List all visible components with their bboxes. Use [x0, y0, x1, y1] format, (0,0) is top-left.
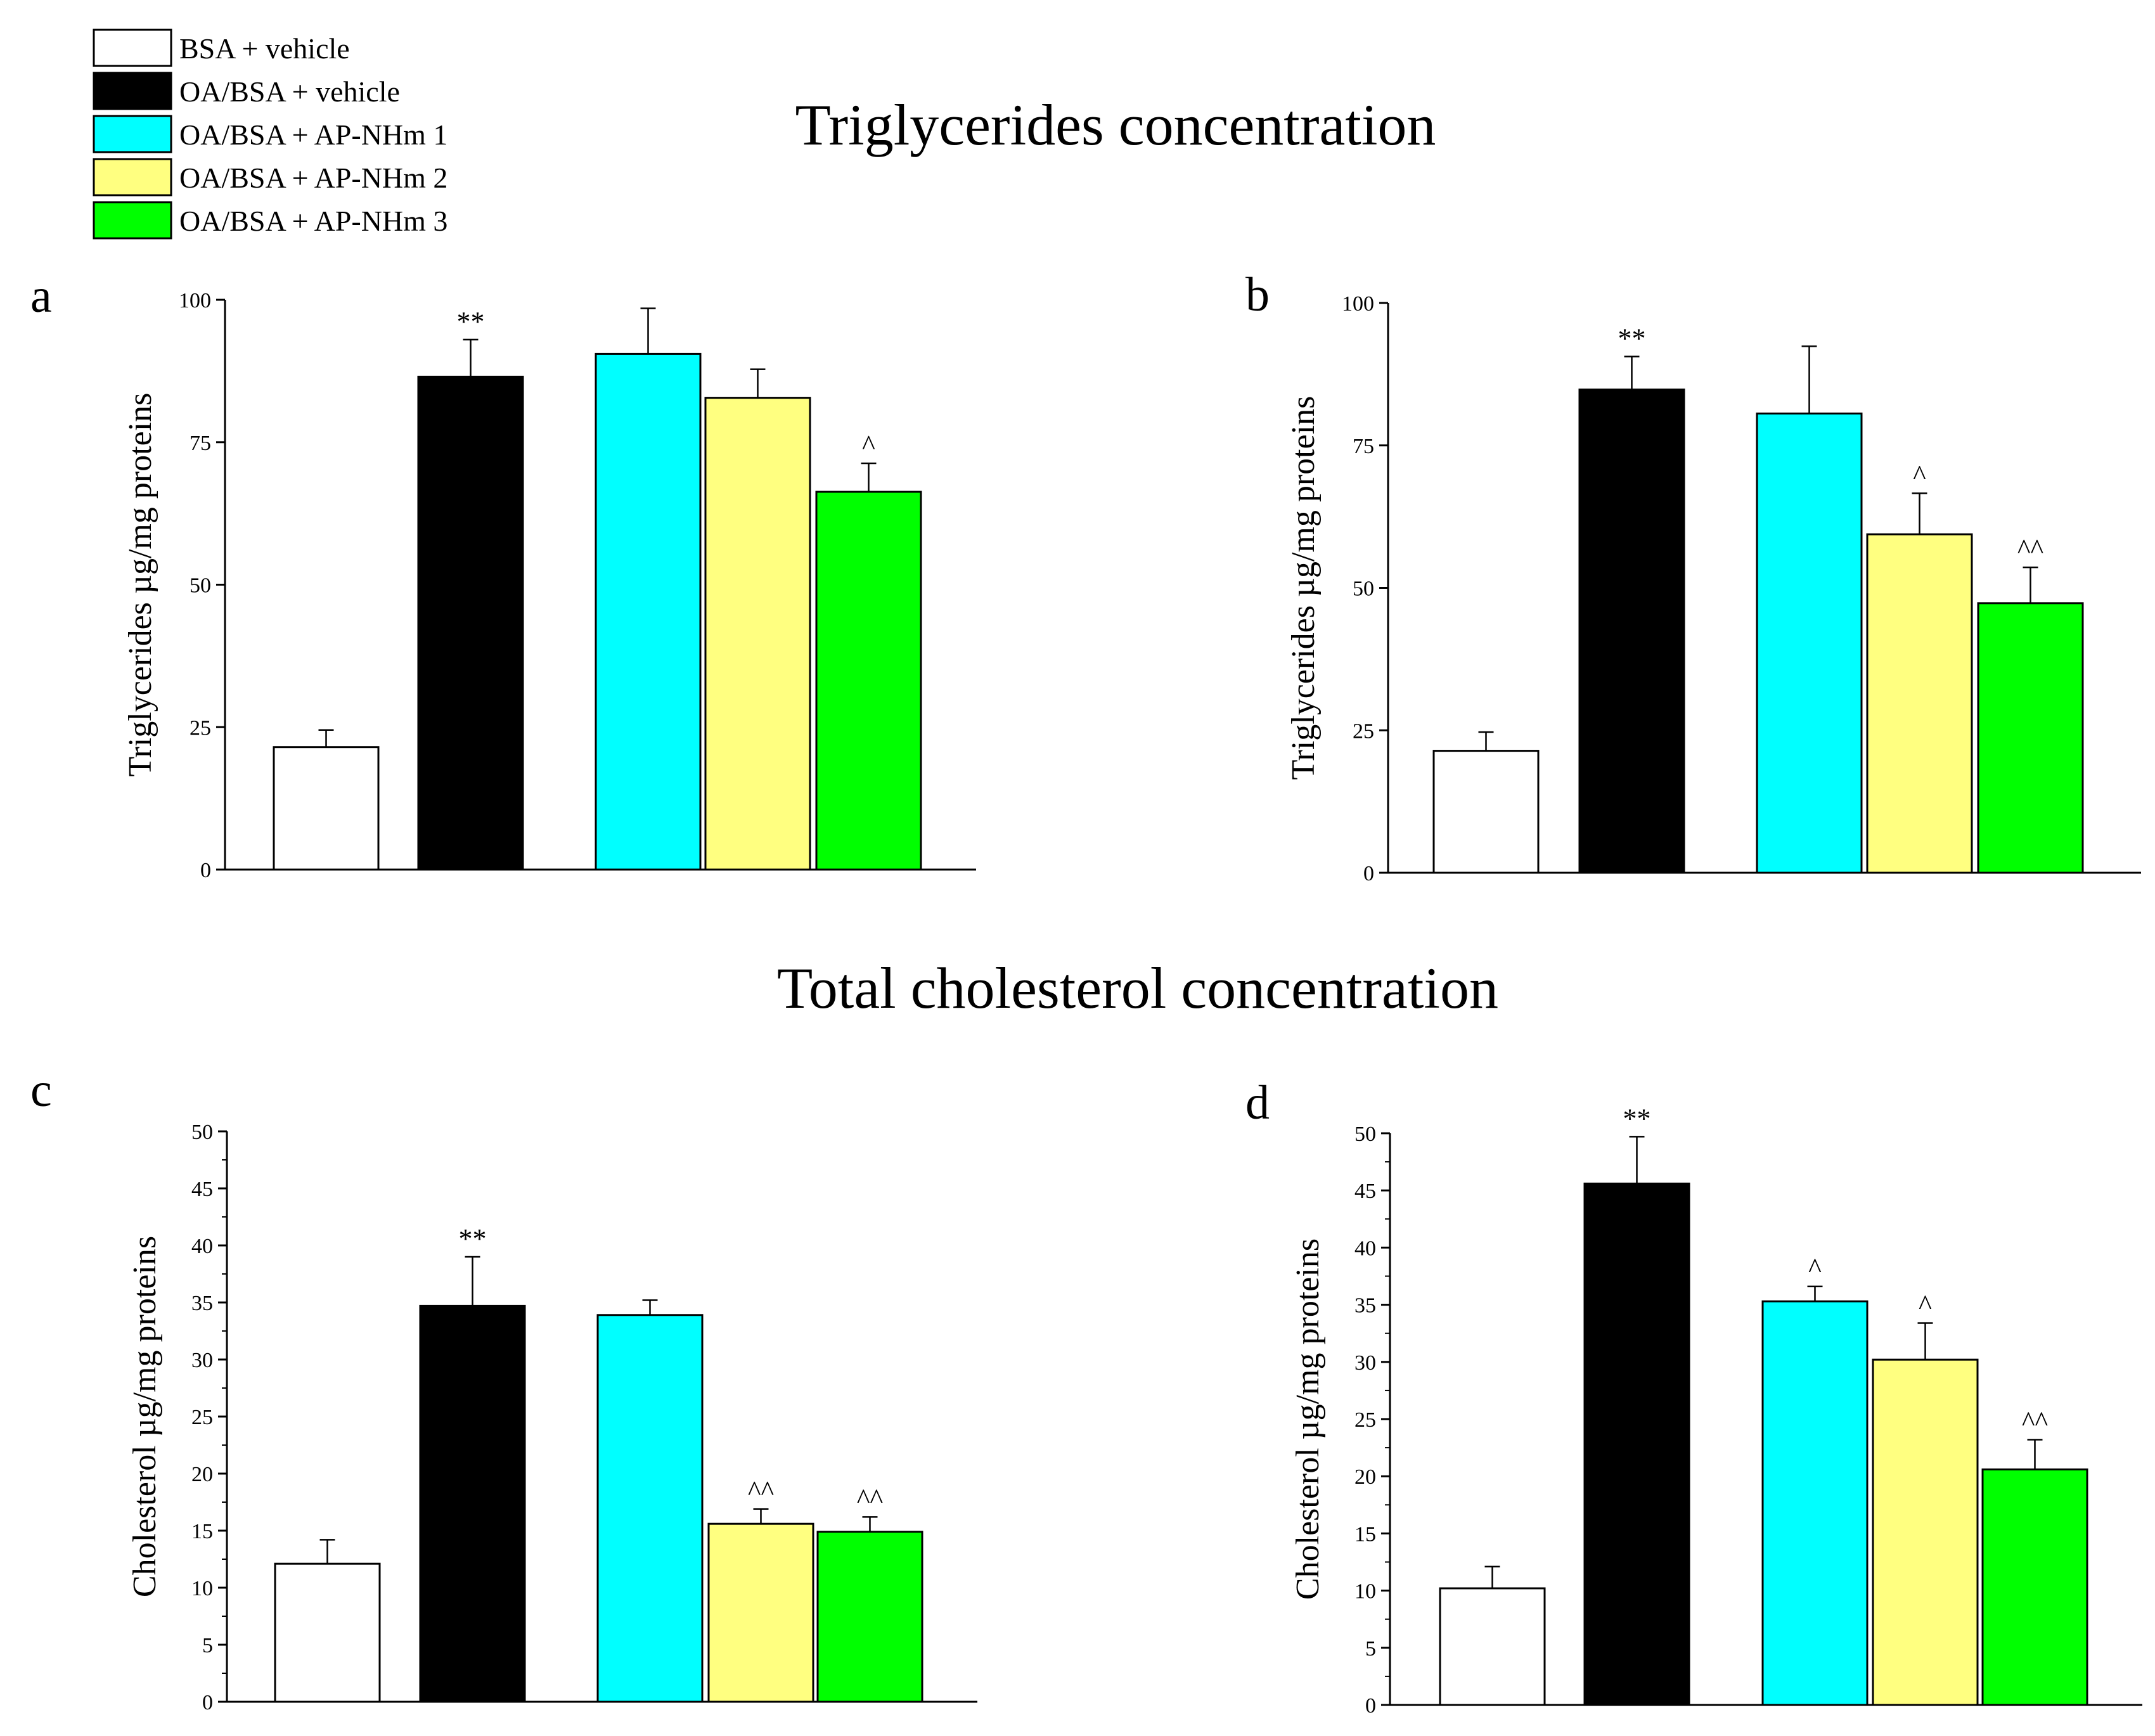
- panel-letter: b: [1245, 268, 1270, 321]
- y-tick-label: 30: [1354, 1351, 1376, 1375]
- y-tick-label: 5: [202, 1634, 213, 1657]
- y-tick-label: 25: [1354, 1408, 1376, 1432]
- y-tick-label: 0: [202, 1691, 213, 1714]
- y-tick-label: 0: [1363, 862, 1374, 885]
- significance-marker: ^: [1913, 460, 1926, 491]
- panel-b-chart: b 0 25 50 75 100 Triglycerides µg/mg proteins *…: [1245, 268, 2141, 885]
- bar: [1761, 1300, 1869, 1706]
- bar: [419, 1304, 526, 1703]
- y-tick-label: 15: [1354, 1522, 1376, 1546]
- y-tick-label: 45: [191, 1178, 213, 1201]
- bar: [1977, 602, 2084, 874]
- significance-marker: **: [1618, 323, 1646, 354]
- y-tick-label: 20: [191, 1463, 213, 1486]
- panel-letter: a: [30, 269, 52, 323]
- y-axis-label: Cholesterol µg/mg proteins: [1290, 1238, 1326, 1600]
- triglycerides-section-title: Triglycerides concentration: [795, 93, 1436, 157]
- y-tick-label: 30: [191, 1349, 213, 1372]
- legend-item: OA/BSA + vehicle: [93, 72, 400, 110]
- legend: BSA + vehicle OA/BSA + vehicle OA/BSA + …: [93, 29, 447, 240]
- significance-marker: **: [457, 306, 485, 337]
- panel-letter: c: [30, 1064, 52, 1117]
- legend-swatch: [93, 158, 172, 196]
- legend-label: OA/BSA + AP-NHm 3: [179, 205, 447, 237]
- y-axis-label: Cholesterol µg/mg proteins: [127, 1236, 163, 1597]
- bar: [274, 1562, 381, 1703]
- significance-marker: ^: [1919, 1289, 1932, 1320]
- y-axis-label: Triglycerides µg/mg proteins: [122, 393, 158, 777]
- y-tick-label: 75: [1353, 435, 1374, 458]
- bar: [1981, 1468, 2088, 1706]
- significance-marker: ^^: [2022, 1406, 2049, 1437]
- significance-marker: ^^: [748, 1476, 775, 1507]
- significance-marker: **: [1623, 1103, 1651, 1134]
- panel-d-chart: d 0 5 10 15 20 25 30 35 40 45 50 Cholesterol µg/mg p…: [1245, 1076, 2142, 1718]
- bar: [815, 491, 922, 871]
- bar: [1583, 1182, 1690, 1706]
- legend-label: BSA + vehicle: [179, 32, 350, 65]
- legend-label: OA/BSA + AP-NHm 1: [179, 119, 447, 151]
- y-tick-label: 25: [190, 716, 211, 740]
- y-tick-label: 35: [191, 1292, 213, 1315]
- y-tick-label: 40: [191, 1235, 213, 1258]
- bar: [273, 746, 380, 871]
- bar: [1439, 1587, 1546, 1706]
- y-tick-label: 0: [200, 859, 211, 882]
- panel-letter: d: [1245, 1076, 1270, 1129]
- y-tick-label: 75: [190, 432, 211, 455]
- y-tick-label: 50: [191, 1121, 213, 1144]
- legend-swatch: [93, 201, 172, 240]
- legend-swatch: [93, 29, 172, 67]
- bar: [816, 1531, 923, 1703]
- bar: [1578, 389, 1685, 874]
- y-axis-label: Triglycerides µg/mg proteins: [1285, 396, 1322, 780]
- y-tick-label: 15: [191, 1520, 213, 1543]
- y-tick-label: 50: [1354, 1122, 1376, 1146]
- legend-item: OA/BSA + AP-NHm 2: [93, 158, 447, 196]
- panel-c-chart: c 0 5 10 15 20 25 30 35 40 45 50 Cholesterol µg/mg p…: [30, 1064, 977, 1714]
- significance-marker: ^^: [857, 1483, 884, 1514]
- bar: [596, 1314, 704, 1703]
- legend-item: OA/BSA + AP-NHm 1: [93, 115, 447, 153]
- y-tick-label: 40: [1354, 1237, 1376, 1260]
- y-tick-label: 100: [179, 289, 211, 312]
- y-tick-label: 25: [191, 1406, 213, 1429]
- y-tick-label: 0: [1365, 1694, 1376, 1718]
- significance-marker: **: [459, 1223, 487, 1254]
- bar: [417, 375, 524, 871]
- y-tick-label: 35: [1354, 1294, 1376, 1318]
- bar: [1872, 1358, 1979, 1706]
- panel-a-chart: a 0 25 50 75 100 Triglycerides µg/mg proteins *…: [30, 269, 976, 882]
- y-tick-label: 5: [1365, 1637, 1376, 1661]
- legend-swatch: [93, 72, 172, 110]
- y-tick-label: 50: [1353, 577, 1374, 601]
- bar: [1432, 750, 1540, 874]
- y-tick-label: 45: [1354, 1180, 1376, 1203]
- y-tick-label: 100: [1342, 292, 1374, 316]
- bar: [595, 352, 702, 871]
- y-tick-label: 50: [190, 574, 211, 598]
- bar: [704, 397, 811, 871]
- legend-item: BSA + vehicle: [93, 29, 350, 67]
- significance-marker: ^: [862, 430, 875, 461]
- legend-swatch: [93, 115, 172, 153]
- y-tick-label: 20: [1354, 1465, 1376, 1489]
- significance-marker: ^^: [2017, 534, 2044, 565]
- y-tick-label: 10: [191, 1577, 213, 1600]
- bar: [1756, 412, 1863, 874]
- significance-marker: ^: [1808, 1253, 1822, 1284]
- y-tick-label: 10: [1354, 1580, 1376, 1604]
- legend-label: OA/BSA + vehicle: [179, 75, 400, 108]
- y-tick-label: 25: [1353, 719, 1374, 743]
- bar: [707, 1522, 814, 1703]
- legend-label: OA/BSA + AP-NHm 2: [179, 162, 447, 194]
- bar: [1866, 533, 1973, 874]
- legend-item: OA/BSA + AP-NHm 3: [93, 201, 447, 240]
- cholesterol-section-title: Total cholesterol concentration: [777, 956, 1498, 1020]
